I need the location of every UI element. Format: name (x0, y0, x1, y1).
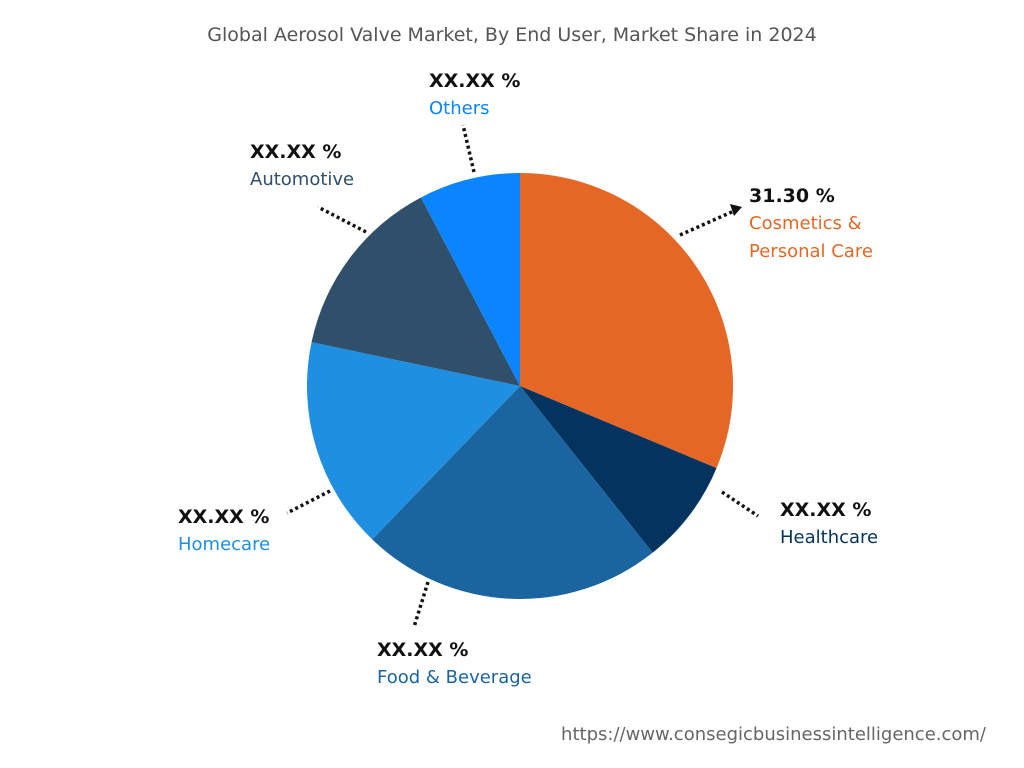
label-automotive: XX.XX % Automotive (250, 138, 354, 194)
pie-slice-automotive (311, 197, 520, 386)
leader-others (461, 124, 476, 173)
slice-value: XX.XX % (250, 141, 342, 163)
slice-name: Food & Beverage (377, 667, 532, 688)
slice-value: XX.XX % (178, 506, 270, 528)
slice-name: Homecare (178, 534, 271, 555)
leader-automotive (317, 205, 367, 234)
pie-slice-food-beverage (372, 386, 653, 600)
pie-slice-others (420, 173, 520, 386)
arrowhead-icon (730, 204, 742, 216)
slice-value: 31.30 % (749, 185, 835, 207)
pie-slice-cosmetics-personal-care (520, 173, 733, 469)
label-food: XX.XX % Food & Beverage (377, 636, 532, 692)
slice-value: XX.XX % (429, 70, 521, 92)
leader-homecare (286, 489, 331, 515)
leader-food (412, 581, 430, 628)
label-others: XX.XX % Others (429, 67, 520, 123)
pie-slice-healthcare (520, 386, 717, 553)
pie-slice-homecare (306, 342, 520, 540)
slice-value: XX.XX % (377, 639, 469, 661)
leader-cosmetics (679, 209, 735, 237)
slice-name: Automotive (250, 169, 355, 190)
chart-title: Global Aerosol Valve Market, By End User… (207, 24, 817, 46)
label-healthcare: XX.XX % Healthcare (780, 496, 878, 552)
leader-healthcare (721, 490, 759, 518)
label-cosmetics: 31.30 % Cosmetics & Personal Care (749, 182, 889, 266)
label-homecare: XX.XX % Homecare (178, 503, 270, 559)
slice-name: Others (429, 98, 490, 119)
slice-name: Healthcare (780, 527, 879, 548)
slice-name: Cosmetics & Personal Care (749, 213, 873, 262)
slice-value: XX.XX % (780, 499, 872, 521)
source-url[interactable]: https://www.consegicbusinessintelligence… (561, 724, 986, 745)
